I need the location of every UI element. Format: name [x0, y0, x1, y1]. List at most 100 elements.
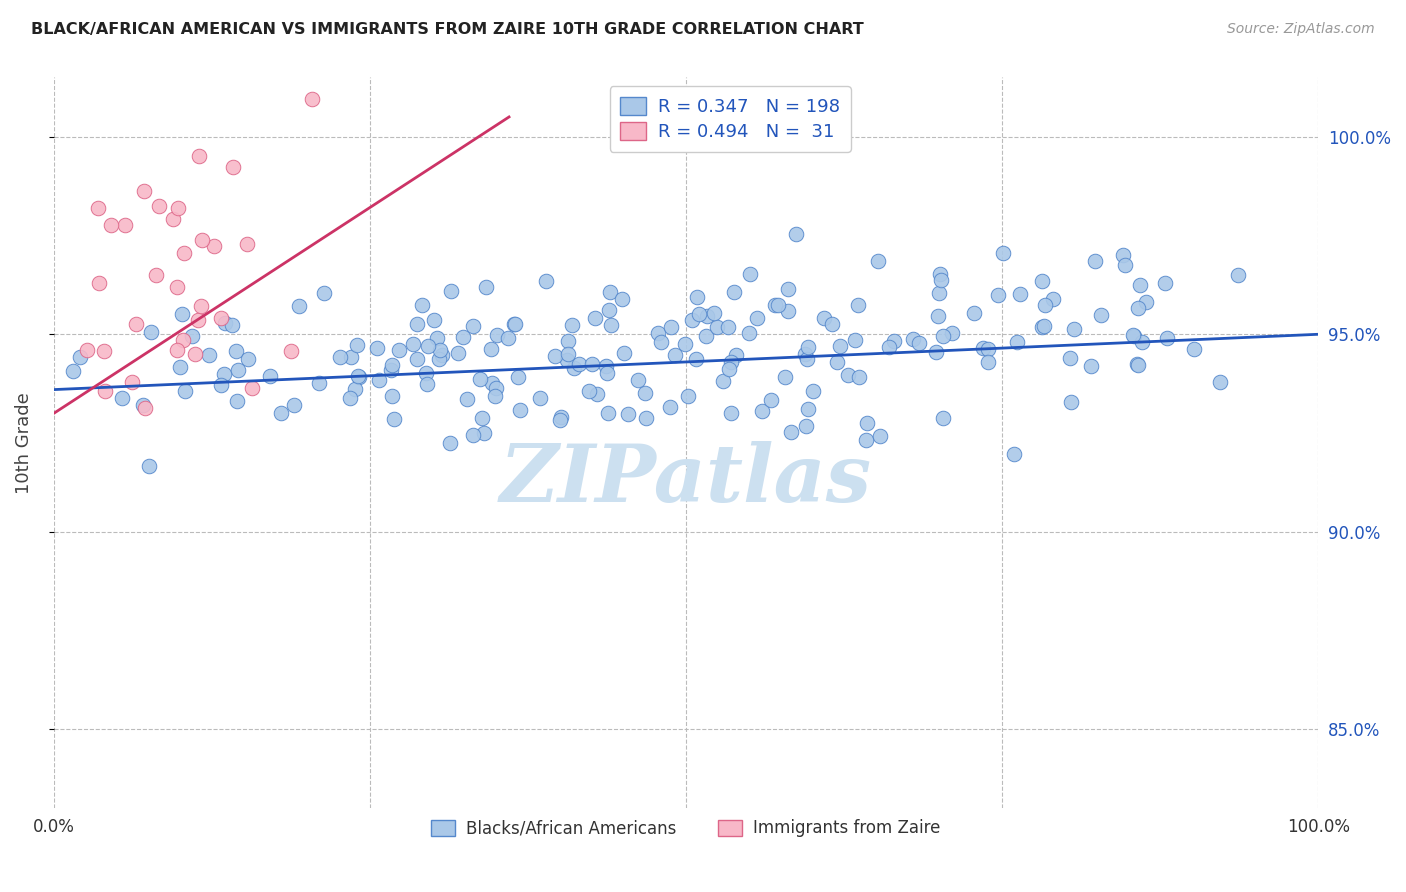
Point: [235, 237, 257, 252]
Point: [69, 350, 91, 364]
Point: [214, 316, 236, 330]
Point: [688, 307, 710, 321]
Point: [821, 318, 844, 332]
Point: [932, 329, 955, 343]
Point: [380, 362, 402, 376]
Legend: Blacks/African Americans, Immigrants from Zaire: Blacks/African Americans, Immigrants fro…: [425, 813, 948, 844]
Point: [562, 360, 585, 375]
Point: [830, 339, 852, 353]
Point: [1130, 334, 1153, 349]
Point: [1122, 327, 1144, 342]
Point: [596, 367, 619, 381]
Point: [1182, 342, 1205, 356]
Point: [496, 331, 519, 345]
Point: [259, 369, 281, 384]
Point: [534, 274, 557, 288]
Point: [1080, 359, 1102, 373]
Point: [578, 384, 600, 398]
Point: [411, 298, 433, 312]
Point: [647, 326, 669, 340]
Point: [447, 346, 470, 360]
Point: [673, 337, 696, 351]
Point: [288, 300, 311, 314]
Text: BLACK/AFRICAN AMERICAN VS IMMIGRANTS FROM ZAIRE 10TH GRADE CORRELATION CHART: BLACK/AFRICAN AMERICAN VS IMMIGRANTS FRO…: [31, 22, 863, 37]
Point: [270, 406, 292, 420]
Point: [181, 329, 204, 343]
Point: [481, 376, 503, 391]
Point: [190, 299, 212, 313]
Point: [461, 318, 484, 333]
Point: [503, 318, 526, 332]
Point: [650, 334, 672, 349]
Point: [187, 313, 209, 327]
Point: [987, 288, 1010, 302]
Point: [121, 375, 143, 389]
Text: ZIPatlas: ZIPatlas: [501, 441, 872, 518]
Point: [222, 160, 245, 174]
Point: [972, 341, 994, 355]
Y-axis label: 10th Grade: 10th Grade: [15, 392, 32, 494]
Point: [548, 413, 571, 427]
Point: [855, 433, 877, 447]
Text: Source: ZipAtlas.com: Source: ZipAtlas.com: [1227, 22, 1375, 37]
Point: [240, 381, 263, 395]
Point: [794, 347, 817, 361]
Point: [706, 320, 728, 334]
Point: [869, 428, 891, 442]
Point: [941, 326, 963, 341]
Point: [221, 318, 243, 332]
Point: [600, 318, 623, 333]
Point: [976, 355, 998, 369]
Point: [908, 335, 931, 350]
Point: [1122, 328, 1144, 343]
Point: [1090, 309, 1112, 323]
Point: [471, 411, 494, 425]
Point: [720, 406, 742, 420]
Point: [202, 239, 225, 253]
Point: [344, 382, 367, 396]
Point: [169, 359, 191, 374]
Point: [139, 325, 162, 339]
Point: [172, 333, 194, 347]
Point: [461, 428, 484, 442]
Point: [883, 334, 905, 348]
Point: [93, 343, 115, 358]
Point: [991, 246, 1014, 260]
Point: [114, 218, 136, 232]
Point: [848, 369, 870, 384]
Point: [110, 391, 132, 405]
Point: [1033, 318, 1056, 333]
Point: [713, 374, 735, 388]
Point: [174, 384, 197, 399]
Point: [426, 331, 449, 345]
Point: [568, 357, 591, 371]
Point: [634, 386, 657, 401]
Point: [866, 253, 889, 268]
Point: [418, 339, 440, 353]
Point: [681, 313, 703, 327]
Point: [1156, 331, 1178, 345]
Point: [598, 302, 620, 317]
Point: [676, 389, 699, 403]
Point: [529, 391, 551, 405]
Point: [720, 355, 742, 369]
Point: [172, 307, 194, 321]
Point: [924, 345, 946, 359]
Point: [768, 298, 790, 312]
Point: [763, 298, 786, 312]
Point: [1033, 298, 1056, 312]
Point: [347, 368, 370, 383]
Point: [368, 373, 391, 387]
Point: [503, 317, 526, 331]
Point: [555, 353, 578, 368]
Point: [932, 410, 955, 425]
Point: [636, 411, 658, 425]
Point: [801, 384, 824, 399]
Point: [340, 350, 363, 364]
Point: [456, 392, 478, 407]
Point: [686, 290, 709, 304]
Point: [198, 348, 221, 362]
Point: [381, 359, 404, 373]
Point: [827, 355, 849, 369]
Point: [856, 416, 879, 430]
